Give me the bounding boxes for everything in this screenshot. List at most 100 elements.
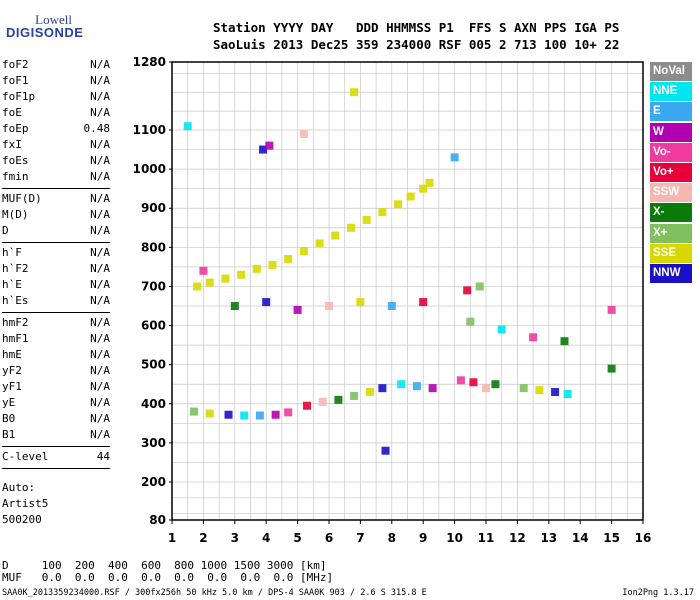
echo-point — [284, 408, 293, 417]
param-name: M(D) — [2, 208, 29, 221]
header-line1: Station YYYY DAY DDD HHMMSS P1 FFS S AXN… — [213, 20, 620, 35]
echo-point — [303, 401, 312, 410]
param-separator — [2, 446, 110, 447]
echo-point — [482, 384, 490, 393]
param-row: h`F2 N/A — [2, 262, 110, 278]
param-name: B0 — [2, 412, 16, 425]
x-tick-label: 16 — [635, 531, 652, 545]
param-name: yF2 — [2, 364, 22, 377]
echo-point — [221, 274, 230, 283]
echo-point — [255, 411, 264, 420]
param-name: h`Es — [2, 294, 29, 307]
param-row: h`E N/A — [2, 278, 110, 294]
echo-point — [450, 153, 459, 162]
param-value: N/A — [90, 396, 110, 409]
x-axis-ticks: 1 2 3 4 5 6 7 8 9 10 11 12 13 14 15 16 — [168, 520, 652, 545]
x-tick-label: 8 — [388, 531, 396, 545]
param-value: N/A — [90, 154, 110, 167]
echo-point — [535, 386, 544, 395]
param-row: hmF2 N/A — [2, 316, 110, 332]
scaled-parameters-panel: foF2 N/A foF1 N/A foF1p N/A foE N/A foEp 0.48 fxI N… — [2, 58, 110, 472]
param-value: N/A — [90, 170, 110, 183]
y-tick-label: 400 — [141, 397, 166, 411]
param-name: foF1p — [2, 90, 36, 103]
echo-point — [205, 278, 214, 287]
echo-point — [425, 178, 434, 187]
echo-point — [463, 286, 472, 295]
echo-point — [293, 305, 302, 314]
x-tick-label: 10 — [446, 531, 463, 545]
file-info: SAA0K_2013359234000.RSF / 300fx256h 50 k… — [2, 588, 427, 598]
x-tick-label: 9 — [419, 531, 427, 545]
echo-point — [560, 337, 569, 346]
x-tick-label: 13 — [540, 531, 557, 545]
echo-point — [551, 388, 560, 397]
echo-point — [271, 410, 280, 419]
param-value: 0.48 — [83, 122, 111, 135]
param-value: N/A — [90, 380, 110, 393]
echo-point — [394, 200, 403, 209]
param-row: h`F N/A — [2, 246, 110, 262]
echo-point — [199, 266, 208, 275]
echo-point — [315, 239, 324, 248]
echo-point — [193, 282, 202, 291]
y-tick-label: 900 — [141, 201, 166, 215]
y-tick-label: 1100 — [133, 123, 166, 137]
echo-point — [325, 302, 333, 310]
param-name: h`E — [2, 278, 22, 291]
echo-point — [519, 384, 528, 393]
param-row: B0 N/A — [2, 412, 110, 428]
echo-point — [252, 264, 261, 273]
param-value: N/A — [90, 262, 110, 275]
echo-point — [262, 298, 271, 307]
y-tick-label: 700 — [141, 279, 166, 293]
param-name: foEp — [2, 122, 29, 135]
echo-point — [334, 395, 343, 404]
legend-entry: SSE — [650, 243, 692, 263]
logo-line2: DIGISONDE — [6, 25, 84, 40]
lowell-digisonde-logo: Lowell DIGISONDE — [2, 12, 84, 42]
param-row: MUF(D) N/A — [2, 192, 110, 208]
echo-point — [381, 446, 390, 455]
version-label: Ion2Png 1.3.17 — [622, 588, 694, 598]
echo-point — [491, 380, 500, 389]
echo-point — [529, 333, 538, 342]
param-row: foF1 N/A — [2, 74, 110, 90]
param-name: yF1 — [2, 380, 22, 393]
autoscaling-info: Auto: Artist5 500200 — [2, 480, 48, 528]
echo-point — [318, 397, 327, 406]
echo-point — [284, 255, 293, 264]
param-row: h`Es N/A — [2, 294, 110, 310]
y-tick-label: 80 — [149, 513, 166, 527]
x-tick-label: 4 — [262, 531, 270, 545]
param-row: yE N/A — [2, 396, 110, 412]
param-name: foF2 — [2, 58, 29, 71]
legend-entry: X- — [650, 203, 692, 223]
echo-point — [268, 260, 277, 269]
param-name: foEs — [2, 154, 29, 167]
chart-grid — [171, 62, 644, 520]
param-row: yF2 N/A — [2, 364, 110, 380]
y-tick-label: 500 — [141, 358, 166, 372]
param-value: N/A — [90, 316, 110, 329]
param-separator — [2, 242, 110, 243]
param-separator — [2, 468, 110, 469]
x-tick-label: 5 — [293, 531, 301, 545]
legend-entry: W — [650, 122, 692, 142]
echo-point — [428, 384, 437, 393]
echo-point — [265, 141, 274, 150]
param-row: foEs N/A — [2, 154, 110, 170]
echo-point — [346, 223, 355, 232]
x-tick-label: 6 — [325, 531, 333, 545]
param-value: N/A — [90, 138, 110, 151]
param-row: hmE N/A — [2, 348, 110, 364]
param-name: yE — [2, 396, 16, 409]
echo-point — [189, 407, 198, 416]
echo-point — [230, 302, 239, 310]
param-name: foF1 — [2, 74, 29, 87]
param-value: N/A — [90, 208, 110, 221]
legend-entry: E — [650, 102, 692, 122]
echo-point — [475, 282, 484, 291]
param-value: N/A — [90, 294, 110, 307]
param-row: C-level 44 — [2, 450, 110, 466]
